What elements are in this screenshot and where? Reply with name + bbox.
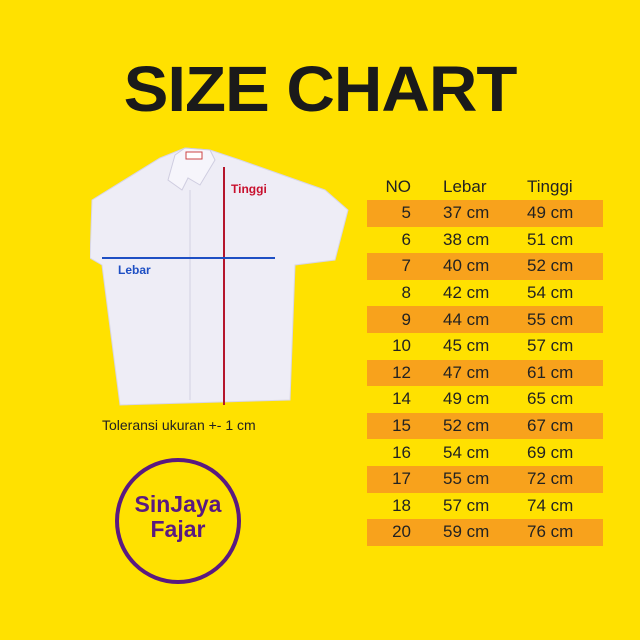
logo-line2: Fajar: [150, 516, 206, 542]
table-row: 9 44 cm 55 cm: [367, 306, 603, 333]
cell-lebar: 49 cm: [443, 389, 490, 409]
cell-lebar: 52 cm: [443, 416, 490, 436]
cell-tinggi: 54 cm: [527, 283, 574, 303]
cell-tinggi: 55 cm: [527, 309, 574, 329]
cell-tinggi: 72 cm: [527, 469, 574, 489]
cell-lebar: 47 cm: [443, 362, 490, 382]
cell-tinggi: 74 cm: [527, 495, 574, 515]
cell-tinggi: 67 cm: [527, 416, 574, 436]
cell-lebar: 37 cm: [443, 203, 490, 223]
shirt-image: Tinggi Lebar: [90, 147, 349, 406]
table-row: 6 38 cm 51 cm: [367, 227, 603, 254]
cell-no: 16: [392, 442, 411, 462]
table-row: 12 47 cm 61 cm: [367, 359, 603, 387]
cell-no: 7: [401, 256, 411, 276]
table-row: 10 45 cm 57 cm: [367, 333, 603, 360]
cell-tinggi: 65 cm: [527, 389, 574, 409]
cell-tinggi: 51 cm: [527, 229, 574, 249]
logo-line1: SinJaya: [134, 491, 222, 517]
cell-tinggi: 69 cm: [527, 442, 574, 462]
table-row: 14 49 cm 65 cm: [367, 386, 603, 413]
cell-tinggi: 52 cm: [527, 256, 574, 276]
cell-lebar: 59 cm: [443, 522, 490, 542]
width-label: Lebar: [118, 263, 151, 277]
cell-no: 18: [392, 495, 411, 515]
header-tinggi: Tinggi: [527, 176, 573, 196]
height-label: Tinggi: [231, 182, 267, 196]
brand-logo: SinJaya Fajar: [115, 458, 241, 584]
cell-no: 17: [392, 469, 411, 489]
cell-lebar: 55 cm: [443, 469, 490, 489]
cell-lebar: 54 cm: [443, 442, 490, 462]
cell-no: 10: [392, 336, 411, 356]
table-row: 8 42 cm 54 cm: [367, 280, 603, 307]
cell-lebar: 38 cm: [443, 229, 490, 249]
cell-no: 20: [392, 522, 411, 542]
cell-no: 15: [392, 416, 411, 436]
table-row: 5 37 cm 49 cm: [367, 200, 603, 227]
table-row: 18 57 cm 74 cm: [367, 493, 603, 520]
table-row: 7 40 cm 52 cm: [367, 253, 603, 280]
tolerance-note: Toleransi ukuran +- 1 cm: [102, 417, 256, 433]
table-row: 17 55 cm 72 cm: [367, 465, 603, 493]
table-header: NO Lebar Tinggi: [367, 173, 603, 200]
cell-lebar: 45 cm: [443, 336, 490, 356]
cell-tinggi: 61 cm: [527, 362, 574, 382]
table-row: 20 59 cm 76 cm: [367, 519, 603, 546]
cell-tinggi: 49 cm: [527, 203, 574, 223]
table-row: 16 54 cm 69 cm: [367, 439, 603, 466]
page-title: SIZE CHART: [123, 53, 518, 125]
cell-lebar: 42 cm: [443, 283, 490, 303]
cell-lebar: 44 cm: [443, 309, 490, 329]
cell-no: 5: [401, 203, 411, 223]
cell-tinggi: 76 cm: [527, 522, 574, 542]
table-row: 15 52 cm 67 cm: [367, 412, 603, 440]
size-table: NO Lebar Tinggi 5 37 cm 49 cm 6 38 cm 51 cm 7 4…: [367, 173, 603, 546]
cell-no: 12: [392, 362, 411, 382]
cell-no: 6: [401, 229, 411, 249]
cell-no: 8: [401, 283, 411, 303]
cell-no: 9: [401, 309, 411, 329]
cell-lebar: 57 cm: [443, 495, 490, 515]
cell-no: 14: [392, 389, 411, 409]
cell-tinggi: 57 cm: [527, 336, 574, 356]
header-lebar: Lebar: [443, 176, 487, 196]
cell-lebar: 40 cm: [443, 256, 490, 276]
header-no: NO: [385, 176, 412, 196]
